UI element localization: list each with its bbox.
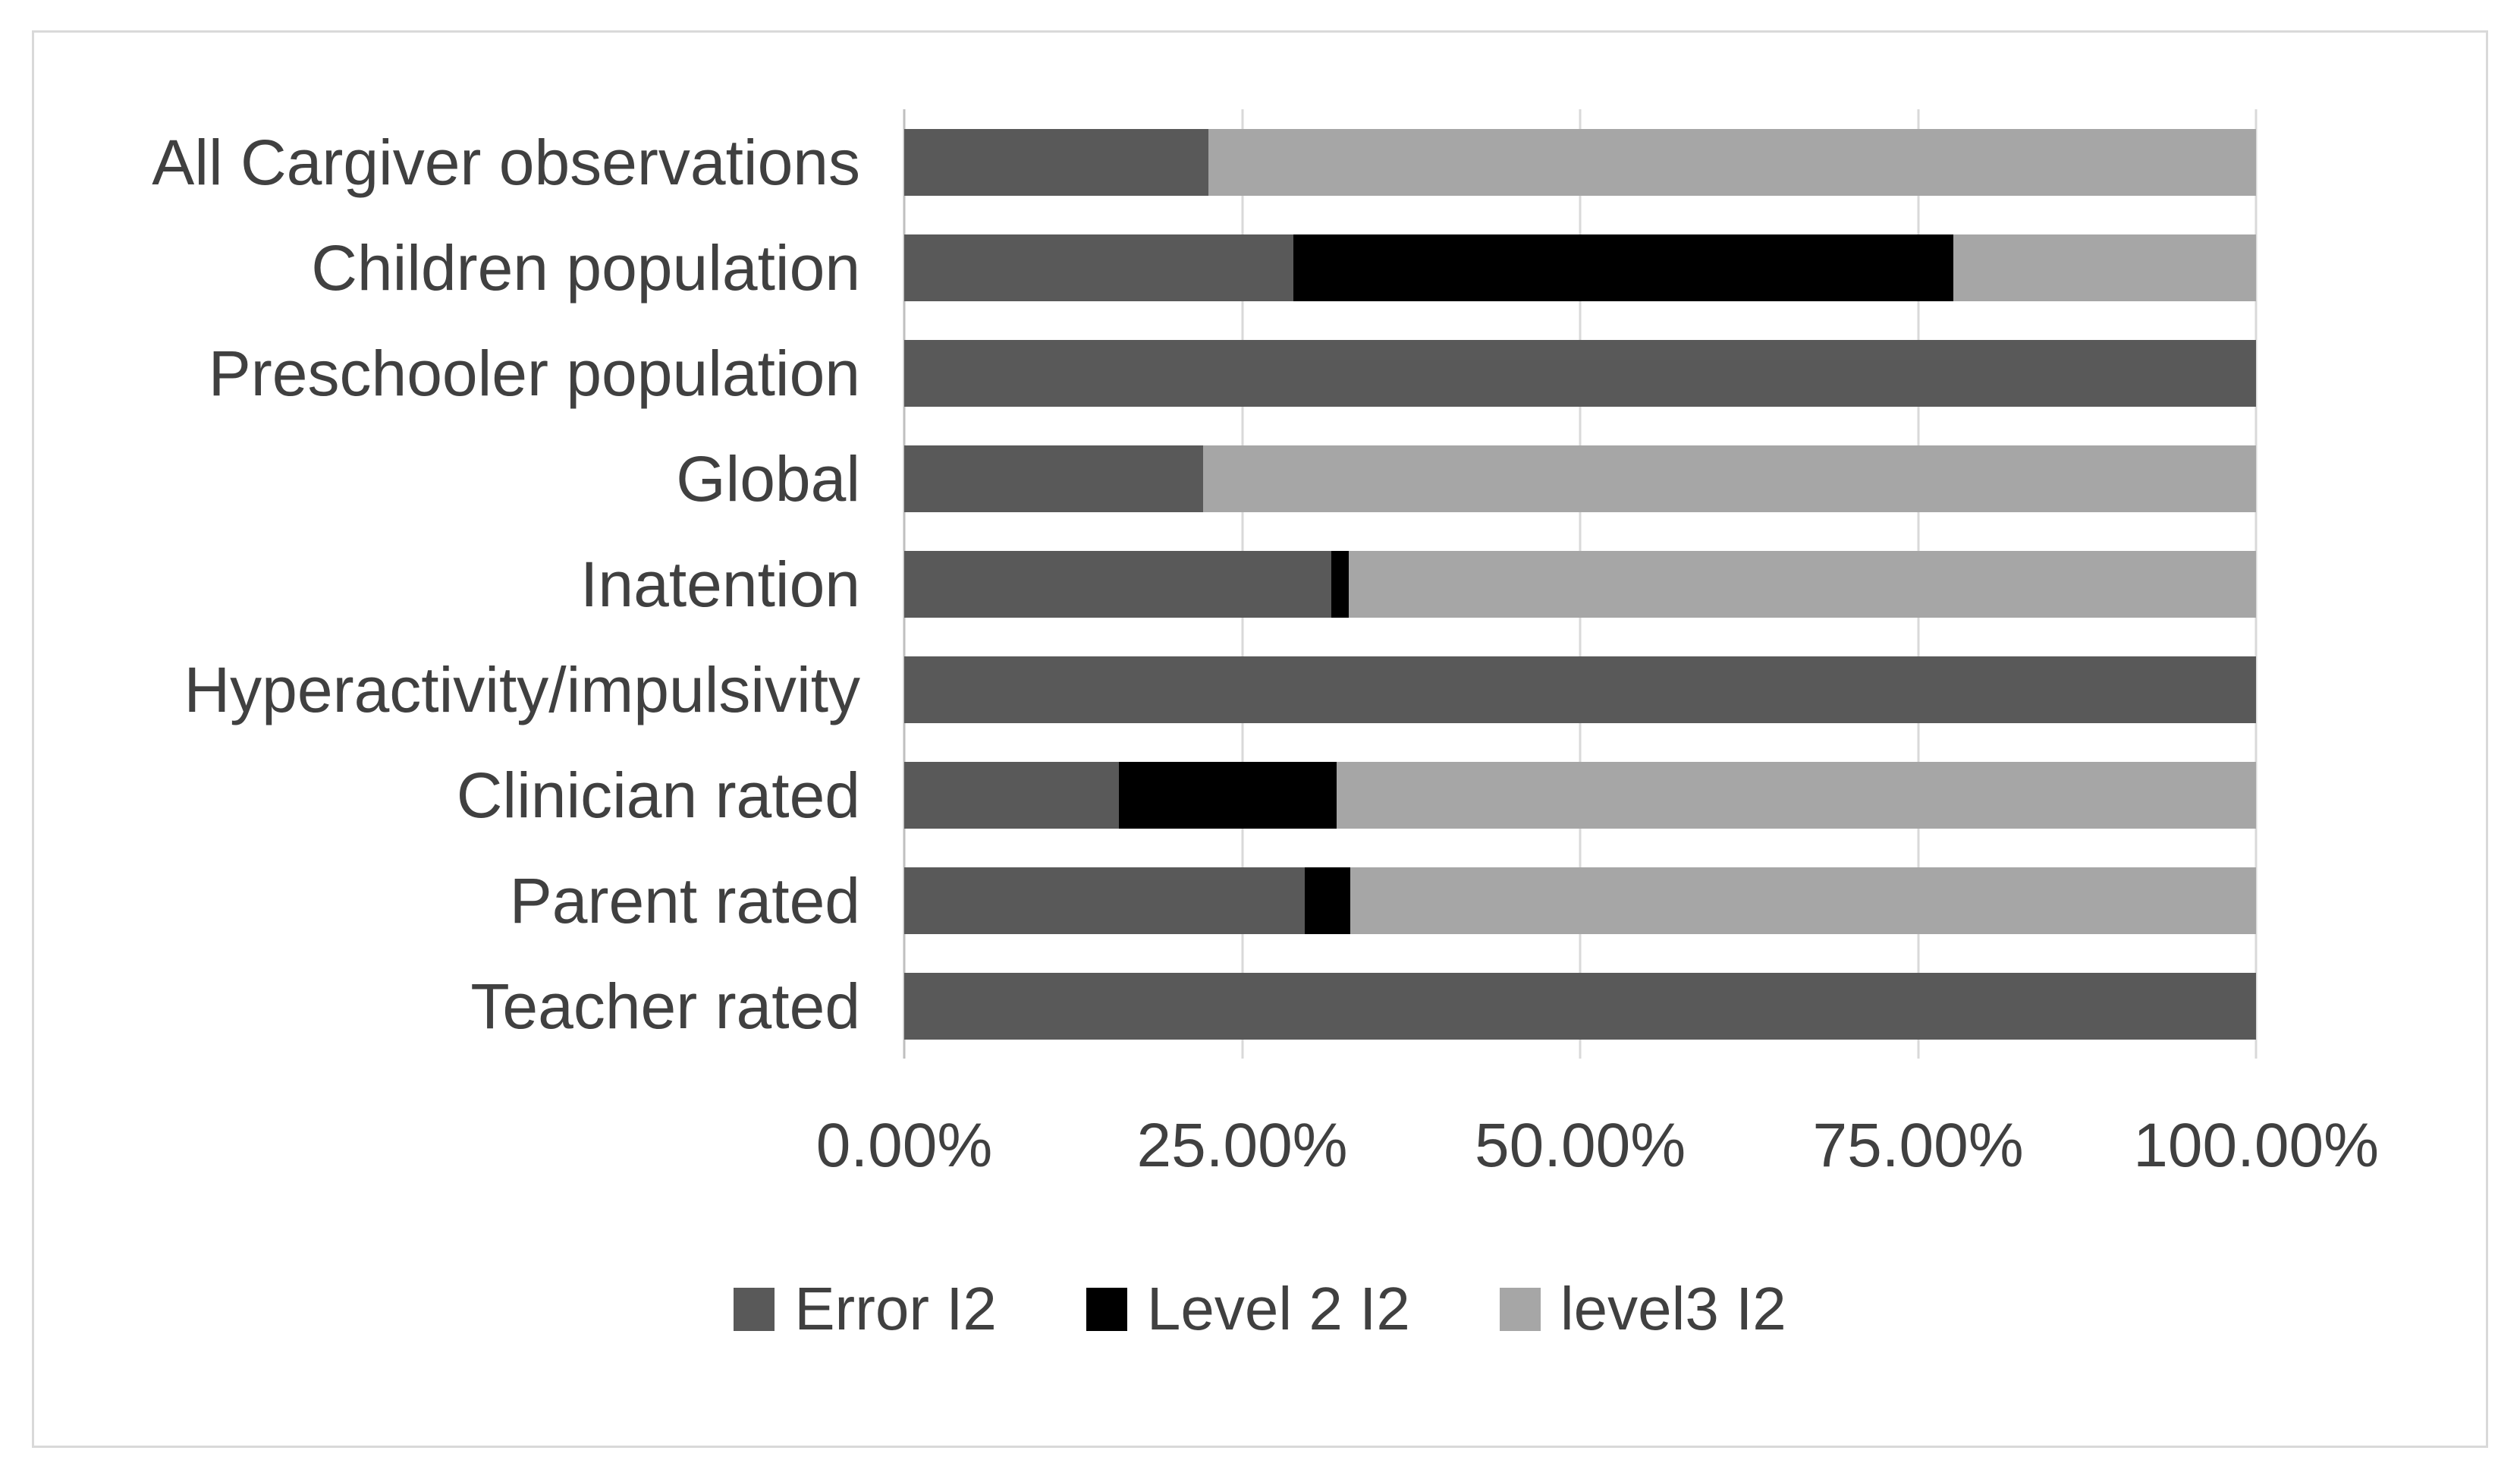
- x-tick-label-100: 100.00%: [2133, 1111, 2379, 1180]
- bar-segment-level-2-i2: [1331, 550, 1350, 618]
- bar-track: [904, 867, 2257, 934]
- bar-row-clinician-rated: Clinician rated: [34, 742, 2486, 848]
- category-label-preschooler-population: Preschooler population: [208, 337, 861, 409]
- category-label-hyperactivity-impulsivity: Hyperactivity/impulsivity: [184, 653, 861, 725]
- category-label-all-cargiver-observations: All Cargiver observations: [152, 126, 861, 198]
- bar-segment-level3-i2: [1208, 128, 2257, 196]
- bar-row-global: Global: [34, 426, 2486, 531]
- x-tick-label-25: 25.00%: [1136, 1111, 1348, 1180]
- legend: Error I2 Level 2 I2 level3 I2: [34, 1274, 2486, 1344]
- bar-row-inatention: Inatention: [34, 531, 2486, 637]
- legend-label-level-2-i2: Level 2 I2: [1146, 1275, 1410, 1342]
- bar-row-hyperactivity-impulsivity: Hyperactivity/impulsivity: [34, 637, 2486, 742]
- bar-track: [904, 339, 2257, 407]
- bar-segment-error-i2: [904, 867, 1305, 934]
- legend-label-level3-i2: level3 I2: [1560, 1275, 1786, 1342]
- bar-segment-error-i2: [904, 445, 1203, 512]
- bar-segment-level3-i2: [1337, 761, 2257, 829]
- bar-row-children-population: Children population: [34, 215, 2486, 320]
- bar-track: [904, 972, 2257, 1040]
- bar-rows: All Cargiver observations Children popula…: [34, 109, 2486, 1059]
- bar-track: [904, 445, 2257, 512]
- bar-segment-level-2-i2: [1119, 761, 1337, 829]
- bar-segment-error-i2: [904, 234, 1294, 301]
- bar-segment-level3-i2: [1349, 550, 2257, 618]
- category-label-clinician-rated: Clinician rated: [456, 759, 861, 831]
- category-label-teacher-rated: Teacher rated: [470, 970, 861, 1042]
- bar-track: [904, 550, 2257, 618]
- x-tick-label-50: 50.00%: [1475, 1111, 1686, 1180]
- legend-item-error-i2: Error I2: [734, 1274, 997, 1344]
- category-label-parent-rated: Parent rated: [509, 864, 861, 936]
- x-axis-tick-labels: 0.00% 25.00% 50.00% 75.00% 100.00%: [816, 1110, 2379, 1201]
- bar-row-parent-rated: Parent rated: [34, 848, 2486, 953]
- legend-item-level-2-i2: Level 2 I2: [1086, 1274, 1410, 1344]
- x-tick-label-0: 0.00%: [815, 1111, 993, 1180]
- legend-swatch-icon: [1499, 1287, 1541, 1331]
- chart-frame: All Cargiver observations Children popula…: [32, 30, 2488, 1448]
- legend-swatch-icon: [1086, 1287, 1127, 1331]
- bar-segment-level3-i2: [1202, 445, 2257, 512]
- bar-track: [904, 761, 2257, 829]
- bar-segment-error-i2: [904, 656, 2257, 723]
- bar-track: [904, 128, 2257, 196]
- category-label-inatention: Inatention: [580, 548, 861, 620]
- plot-area: All Cargiver observations Children popula…: [34, 109, 2486, 1059]
- bar-track: [904, 234, 2257, 301]
- category-label-global: Global: [676, 442, 861, 514]
- bar-segment-level-2-i2: [1293, 234, 1953, 301]
- category-label-children-population: Children population: [311, 231, 861, 304]
- bar-segment-error-i2: [904, 972, 2257, 1040]
- bar-segment-error-i2: [904, 761, 1120, 829]
- bar-row-preschooler-population: Preschooler population: [34, 320, 2486, 426]
- bar-segment-error-i2: [904, 128, 1208, 196]
- bar-segment-level3-i2: [1953, 234, 2257, 301]
- bar-track: [904, 656, 2257, 723]
- legend-label-error-i2: Error I2: [794, 1275, 997, 1342]
- gridline-100: [2254, 109, 2258, 1059]
- legend-item-level3-i2: level3 I2: [1499, 1274, 1786, 1344]
- legend-swatch-icon: [734, 1287, 775, 1331]
- bar-segment-error-i2: [904, 550, 1332, 618]
- bar-segment-level3-i2: [1350, 867, 2257, 934]
- bar-row-teacher-rated: Teacher rated: [34, 953, 2486, 1059]
- bar-row-all-cargiver-observations: All Cargiver observations: [34, 109, 2486, 215]
- bar-segment-error-i2: [904, 339, 2257, 407]
- x-tick-label-75: 75.00%: [1812, 1111, 2024, 1180]
- bar-segment-level-2-i2: [1304, 867, 1351, 934]
